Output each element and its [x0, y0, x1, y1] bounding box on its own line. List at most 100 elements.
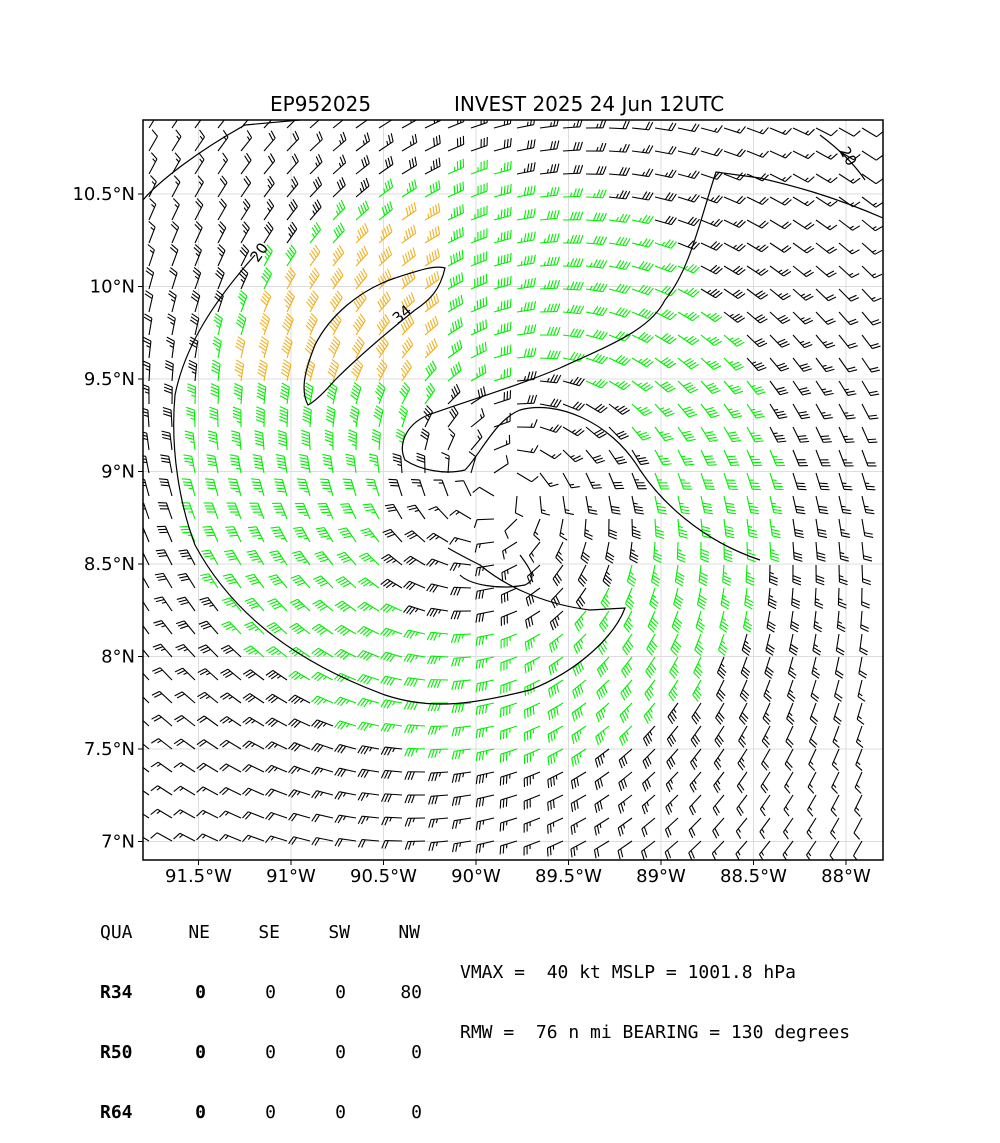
wind-barb [195, 153, 204, 174]
wind-barb [314, 552, 333, 565]
wind-barb [427, 632, 448, 640]
wind-barb [433, 480, 448, 496]
wind-barb [310, 131, 322, 151]
wind-barb [215, 291, 224, 312]
wind-barb [793, 243, 814, 253]
wind-barb [357, 651, 379, 661]
wind-barb [719, 634, 728, 656]
wind-barb [176, 621, 195, 634]
wind-barb [563, 402, 585, 411]
wind-barb [242, 835, 264, 842]
wind-barb [690, 749, 701, 770]
wind-barb [770, 427, 786, 442]
wind-barb [625, 588, 634, 610]
wind-barb [586, 259, 607, 268]
wind-barb [241, 222, 249, 243]
wind-barb [793, 381, 811, 395]
wind-barb [287, 154, 298, 174]
wind-barb [379, 201, 392, 220]
wind-barb [428, 507, 448, 519]
wind-barb [619, 772, 632, 791]
wind-barb [313, 600, 333, 611]
wind-barb [632, 404, 652, 416]
wind-barb [231, 431, 241, 450]
wind-barb [216, 267, 225, 289]
wind-barb [501, 634, 517, 649]
wind-barb [130, 667, 149, 680]
wind-barb [187, 384, 195, 404]
wind-barb [563, 235, 583, 243]
wind-barb [448, 250, 463, 266]
wind-barb [609, 284, 630, 293]
wind-barb [678, 264, 700, 273]
wind-barb [609, 473, 624, 489]
wind-barb [312, 672, 333, 681]
wind-barb [839, 266, 859, 277]
wind-barb [220, 740, 241, 749]
wind-barb [448, 136, 464, 151]
wind-barb [425, 248, 439, 266]
wind-barb [572, 749, 586, 766]
wind-barb [312, 814, 333, 822]
wind-barb [471, 364, 486, 381]
wind-barb [350, 383, 360, 404]
wind-barb [678, 473, 692, 489]
wind-barb [450, 510, 471, 519]
wind-barb [609, 496, 621, 514]
wind-barb [643, 726, 655, 746]
wind-barb [862, 151, 883, 160]
wind-barb [256, 407, 264, 427]
wind-barb [476, 588, 494, 600]
wind-barb [770, 473, 784, 490]
wind-barb [205, 479, 218, 496]
wind-barb [855, 795, 862, 816]
wind-barb [862, 404, 878, 419]
wind-barb [665, 818, 678, 837]
wind-barb [632, 169, 653, 177]
wind-barb [540, 257, 559, 266]
wind-barb [313, 576, 333, 588]
wind-barb [720, 611, 729, 632]
wind-barb [701, 496, 713, 514]
wind-barb [667, 749, 678, 769]
wind-barb [721, 588, 729, 609]
wind-barb [517, 348, 536, 358]
wind-barb [151, 739, 172, 749]
wind-barb [620, 726, 632, 746]
wind-barb [766, 634, 775, 655]
wind-barb [835, 680, 843, 701]
wind-barb [219, 811, 241, 818]
wind-barb [609, 355, 630, 365]
wind-barb [378, 292, 390, 312]
wind-barb [426, 559, 448, 567]
wind-barb [471, 114, 487, 128]
wind-barb [563, 427, 584, 436]
wind-barb [243, 717, 264, 726]
wind-barb [768, 588, 776, 609]
wind-barb [174, 810, 195, 818]
wind-barb [500, 772, 517, 786]
wind-barb [712, 841, 724, 861]
wind-barb [655, 450, 672, 465]
wind-barb [238, 290, 247, 312]
wind-barb [793, 266, 814, 277]
wind-barb [859, 657, 867, 678]
contour-label-20-west: 20 [246, 239, 272, 265]
wind-barb [160, 455, 172, 473]
wind-barb [425, 135, 440, 151]
wind-barb [393, 454, 402, 473]
wind-barb [724, 450, 739, 466]
wind-barb [405, 772, 425, 780]
wind-barb [793, 151, 814, 159]
wind-barb [244, 646, 264, 657]
wind-barb [404, 678, 425, 687]
wind-barb [783, 818, 793, 839]
wind-barb [609, 427, 629, 439]
wind-barb [597, 680, 609, 700]
wind-barb [358, 793, 379, 801]
wind-barb [575, 611, 586, 631]
wind-barb [571, 795, 586, 812]
wind-barb [549, 680, 563, 697]
wind-barb [471, 251, 487, 266]
wind-barb [335, 815, 356, 823]
